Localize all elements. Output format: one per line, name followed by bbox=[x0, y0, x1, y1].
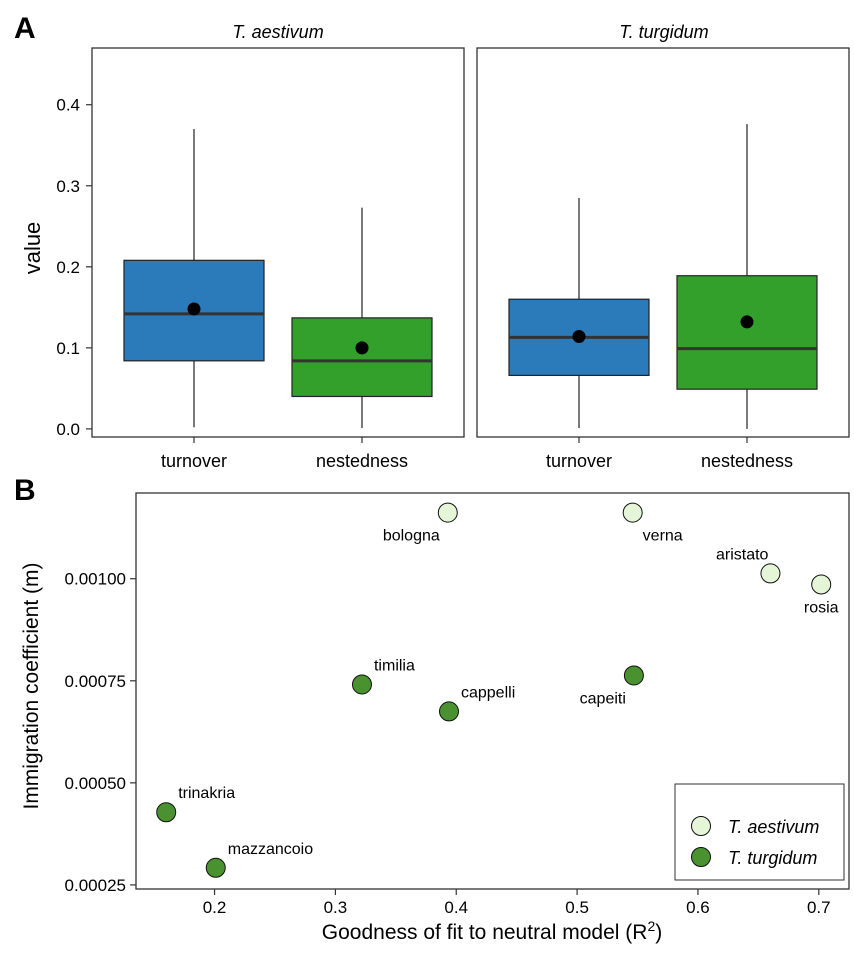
point-label-verna: verna bbox=[643, 528, 683, 545]
x-axis-label-main: Goodness of fit to neutral model (R bbox=[322, 921, 648, 944]
legend: T. aestivum T. turgidum bbox=[674, 783, 845, 881]
x-tick-label: nestedness bbox=[316, 451, 408, 471]
point-label-aristato: aristato bbox=[716, 546, 769, 563]
panel-b-y-axis-label: Immigration coefficient (m) bbox=[20, 562, 43, 809]
point-label-rosia: rosia bbox=[804, 599, 839, 616]
facet-turgidum-plot: turnover nestedness bbox=[508, 124, 818, 471]
y-tick-label: 0.1 bbox=[56, 339, 80, 358]
point-timilia bbox=[351, 674, 372, 695]
panel-a-y-axis: 0.0 0.1 0.2 0.3 0.4 bbox=[56, 96, 92, 439]
point-bologna bbox=[437, 502, 458, 523]
x-axis-label-close: ) bbox=[655, 921, 662, 944]
mean-dot bbox=[572, 330, 586, 344]
point-label-cappelli: cappelli bbox=[461, 684, 515, 701]
point-label-capeiti: capeiti bbox=[580, 690, 626, 707]
box-nestedness bbox=[291, 317, 433, 398]
x-tick-label: nestedness bbox=[701, 451, 793, 471]
x-tick-label: 0.6 bbox=[686, 898, 710, 917]
mean-dot bbox=[187, 302, 201, 316]
point-label-timilia: timilia bbox=[374, 657, 415, 674]
point-verna bbox=[622, 502, 643, 523]
x-tick-label: 0.3 bbox=[324, 898, 348, 917]
panel-b-x-axis-label: Goodness of fit to neutral model (R2) bbox=[322, 918, 662, 944]
mean-dot bbox=[355, 341, 369, 355]
y-tick-label: 0.00025 bbox=[65, 876, 126, 895]
x-tick-label: 0.2 bbox=[203, 898, 227, 917]
y-tick-label: 0.00075 bbox=[65, 672, 126, 691]
legend-label-aestivum: T. aestivum bbox=[728, 817, 819, 837]
x-tick-label: 0.4 bbox=[444, 898, 468, 917]
x-tick-label: 0.5 bbox=[565, 898, 589, 917]
box-nestedness bbox=[676, 275, 818, 390]
facet-title-aestivum: T. aestivum bbox=[232, 22, 323, 42]
panel-b-points: bologna verna aristato rosia timilia cappelli… bbox=[156, 502, 839, 878]
panel-b-label: B bbox=[14, 474, 36, 507]
legend-marker-turgidum bbox=[691, 847, 711, 867]
y-tick-label: 0.00100 bbox=[65, 570, 126, 589]
point-rosia bbox=[811, 574, 832, 595]
facet-aestivum-plot: turnover nestedness bbox=[123, 129, 433, 471]
point-capeiti bbox=[623, 665, 644, 686]
point-label-bologna: bologna bbox=[383, 528, 440, 545]
point-mazzancoio bbox=[205, 857, 226, 878]
y-tick-label: 0.2 bbox=[56, 258, 80, 277]
mean-dot bbox=[740, 315, 754, 329]
panel-a-label: A bbox=[14, 12, 36, 45]
facet-title-turgidum: T. turgidum bbox=[619, 22, 708, 42]
panel-b-axes: 0.2 0.3 0.4 0.5 0.6 0.7 0.00025 0.00050 0.00075 0… bbox=[65, 570, 831, 917]
y-tick-label: 0.00050 bbox=[65, 774, 126, 793]
point-label-mazzancoio: mazzancoio bbox=[228, 841, 313, 858]
point-cappelli bbox=[438, 701, 459, 722]
point-aristato bbox=[760, 563, 781, 584]
x-tick-label: turnover bbox=[161, 451, 227, 471]
point-trinakria bbox=[156, 802, 177, 823]
legend-marker-aestivum bbox=[691, 816, 711, 836]
point-label-trinakria: trinakria bbox=[178, 785, 235, 802]
legend-label-turgidum: T. turgidum bbox=[728, 848, 817, 868]
y-tick-label: 0.0 bbox=[56, 420, 80, 439]
x-tick-label: 0.7 bbox=[807, 898, 831, 917]
y-tick-label: 0.4 bbox=[56, 96, 80, 115]
x-tick-label: turnover bbox=[546, 451, 612, 471]
x-axis-label-superscript: 2 bbox=[647, 918, 655, 934]
y-tick-label: 0.3 bbox=[56, 177, 80, 196]
panel-a-y-axis-label: value bbox=[20, 222, 45, 275]
